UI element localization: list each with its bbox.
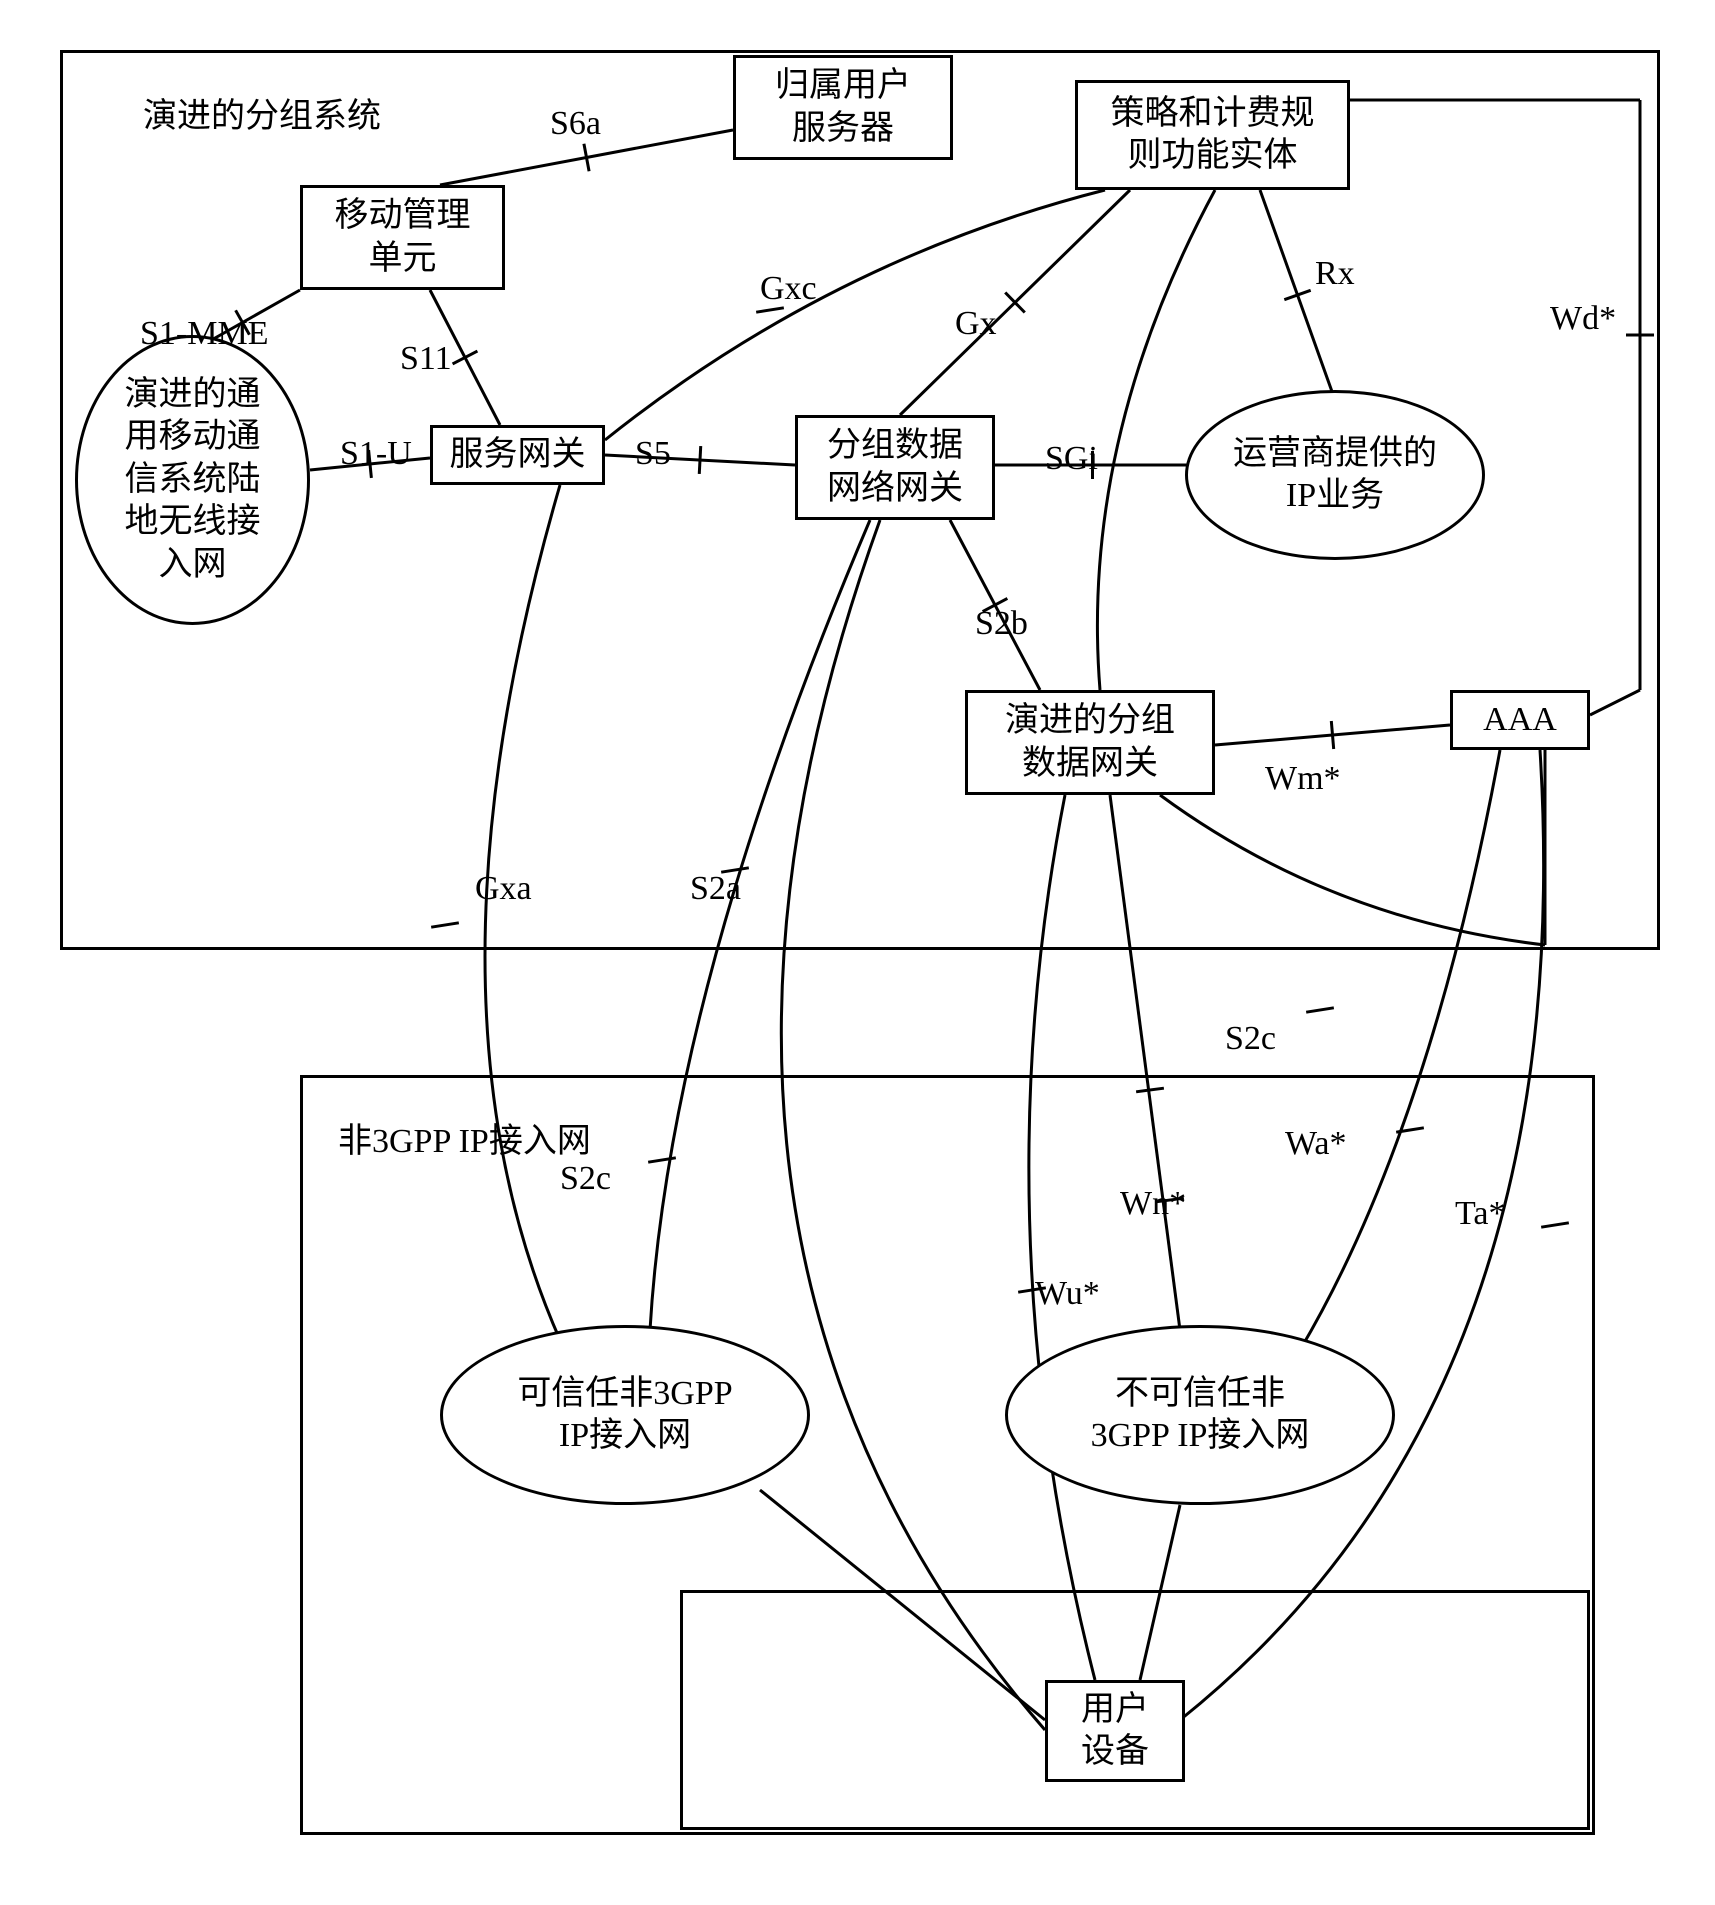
- label-s2b: S2b: [975, 605, 1028, 643]
- epdg-node: 演进的分组数据网关: [965, 690, 1215, 795]
- ipservice-node: 运营商提供的IP业务: [1185, 390, 1485, 560]
- label-s5: S5: [635, 435, 671, 473]
- label-gx: Gx: [955, 305, 997, 343]
- pcrf-node: 策略和计费规则功能实体: [1075, 80, 1350, 190]
- label-ta: Ta*: [1455, 1195, 1506, 1233]
- label-s11: S11: [400, 340, 452, 378]
- label-s1mme: S1-MME: [140, 315, 268, 353]
- sgw-node: 服务网关: [430, 425, 605, 485]
- label-wu: Wu*: [1035, 1275, 1100, 1313]
- non3gpp-title: 非3GPP IP接入网: [338, 1113, 591, 1162]
- mme-node: 移动管理单元: [300, 185, 505, 290]
- pgw-node: 分组数据网络网关: [795, 415, 995, 520]
- label-s2c2: S2c: [1225, 1020, 1276, 1058]
- trusted-node: 可信任非3GPPIP接入网: [440, 1325, 810, 1505]
- aaa-node: AAA: [1450, 690, 1590, 750]
- eps-title: 演进的分组系统: [143, 88, 381, 137]
- ue-node: 用户设备: [1045, 1680, 1185, 1782]
- label-s6a: S6a: [550, 105, 601, 143]
- label-gxa: Gxa: [475, 870, 532, 908]
- hss-node: 归属用户服务器: [733, 55, 953, 160]
- label-s2a: S2a: [690, 870, 741, 908]
- label-s1u: S1-U: [340, 435, 412, 473]
- label-gxc: Gxc: [760, 270, 817, 308]
- label-sgi: SGi: [1045, 440, 1098, 478]
- label-wa: Wa*: [1285, 1125, 1346, 1163]
- label-wn: Wn*: [1120, 1185, 1186, 1223]
- label-s2c1: S2c: [560, 1160, 611, 1198]
- untrusted-node: 不可信任非3GPP IP接入网: [1005, 1325, 1395, 1505]
- label-wd: Wd*: [1550, 300, 1616, 338]
- label-wm: Wm*: [1265, 760, 1341, 798]
- eutran-node: 演进的通用移动通信系统陆地无线接入网: [75, 335, 310, 625]
- label-rx: Rx: [1315, 255, 1355, 293]
